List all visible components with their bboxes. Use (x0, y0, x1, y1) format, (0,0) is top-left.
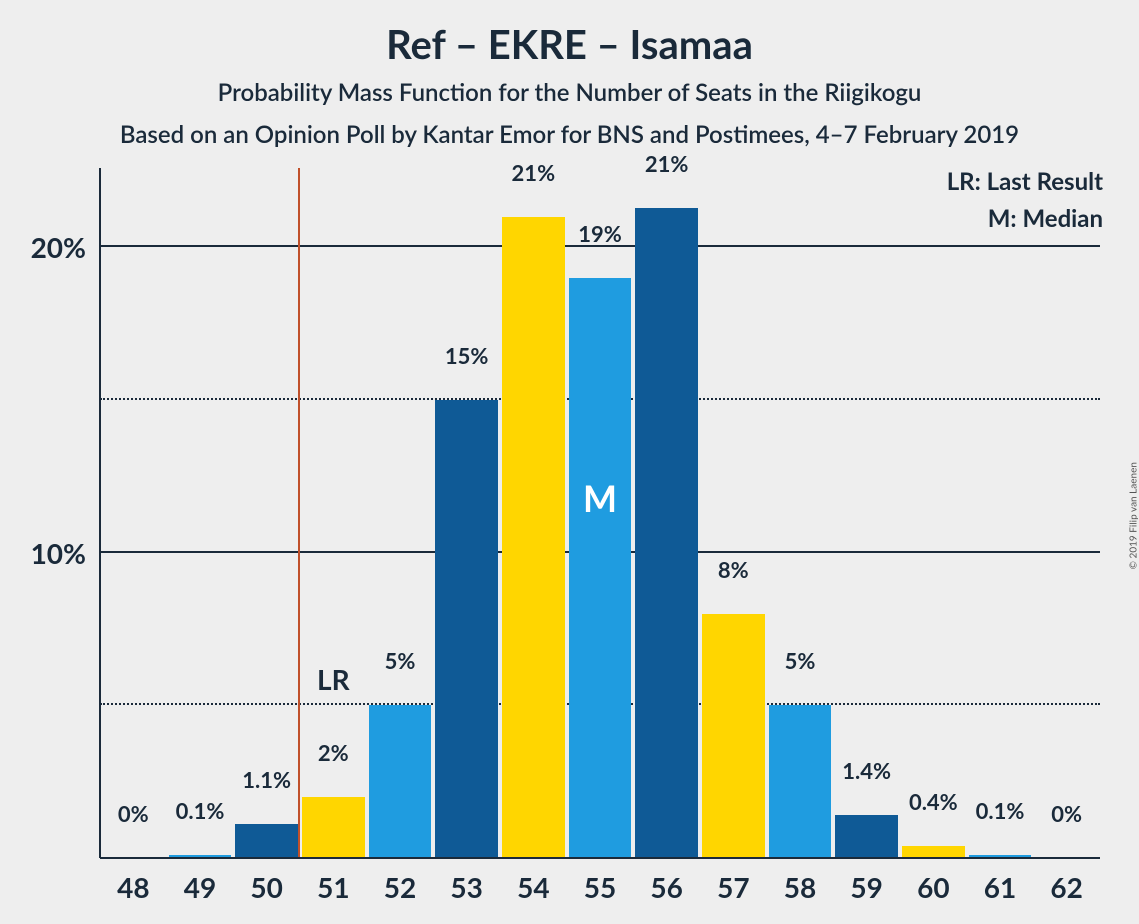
x-tick-label: 50 (250, 870, 282, 904)
chart-subtitle-1: Probability Mass Function for the Number… (0, 78, 1139, 107)
bar (369, 705, 432, 858)
median-marker: M (583, 476, 617, 520)
bar-value-label: 0.1% (169, 797, 232, 826)
x-tick-label: 49 (184, 870, 216, 904)
bar-value-label: 0.1% (969, 797, 1032, 826)
bar-value-label: 0% (102, 800, 165, 829)
x-tick-label: 56 (650, 870, 682, 904)
chart-container: Ref – EKRE – Isamaa Probability Mass Fun… (0, 0, 1139, 924)
x-tick-label: 60 (917, 870, 949, 904)
y-tick-label: 20% (31, 230, 86, 264)
bar (235, 824, 298, 858)
bar (569, 278, 632, 858)
bar-value-label: 21% (635, 150, 698, 179)
x-tick-label: 53 (450, 870, 482, 904)
credit-text: © 2019 Filip van Laenen (1127, 462, 1139, 569)
bar-value-label: 5% (369, 647, 432, 676)
bar-value-label: 5% (769, 647, 832, 676)
chart-subtitle-2: Based on an Opinion Poll by Kantar Emor … (0, 120, 1139, 149)
last-result-line (298, 168, 300, 858)
bar-value-label: 8% (702, 556, 765, 585)
plot-area: 10%20%0%480.1%491.1%502%515%5215%5321%54… (100, 168, 1100, 858)
y-axis (99, 168, 101, 858)
bar (702, 614, 765, 858)
x-tick-label: 61 (984, 870, 1016, 904)
x-tick-label: 58 (784, 870, 816, 904)
y-tick-label: 10% (31, 536, 86, 570)
bar-value-label: 21% (502, 159, 565, 188)
x-tick-label: 55 (584, 870, 616, 904)
x-tick-label: 52 (384, 870, 416, 904)
bar (769, 705, 832, 858)
x-tick-label: 48 (117, 870, 149, 904)
x-tick-label: 59 (850, 870, 882, 904)
x-axis (100, 857, 1100, 859)
bar (635, 208, 698, 858)
bar (302, 797, 365, 858)
x-tick-label: 51 (317, 870, 349, 904)
x-tick-label: 62 (1050, 870, 1082, 904)
bar-value-label: 2% (302, 739, 365, 768)
last-result-label: LR (317, 662, 350, 696)
bar-value-label: 1.4% (835, 757, 898, 786)
x-tick-label: 57 (717, 870, 749, 904)
bar (835, 815, 898, 858)
bar (435, 400, 498, 858)
bar-value-label: 0.4% (902, 788, 965, 817)
chart-title: Ref – EKRE – Isamaa (0, 20, 1139, 68)
bar-value-label: 19% (569, 220, 632, 249)
bar-value-label: 15% (435, 342, 498, 371)
bar-value-label: 1.1% (235, 766, 298, 795)
bar (502, 217, 565, 858)
x-tick-label: 54 (517, 870, 549, 904)
bar-value-label: 0% (1035, 800, 1098, 829)
